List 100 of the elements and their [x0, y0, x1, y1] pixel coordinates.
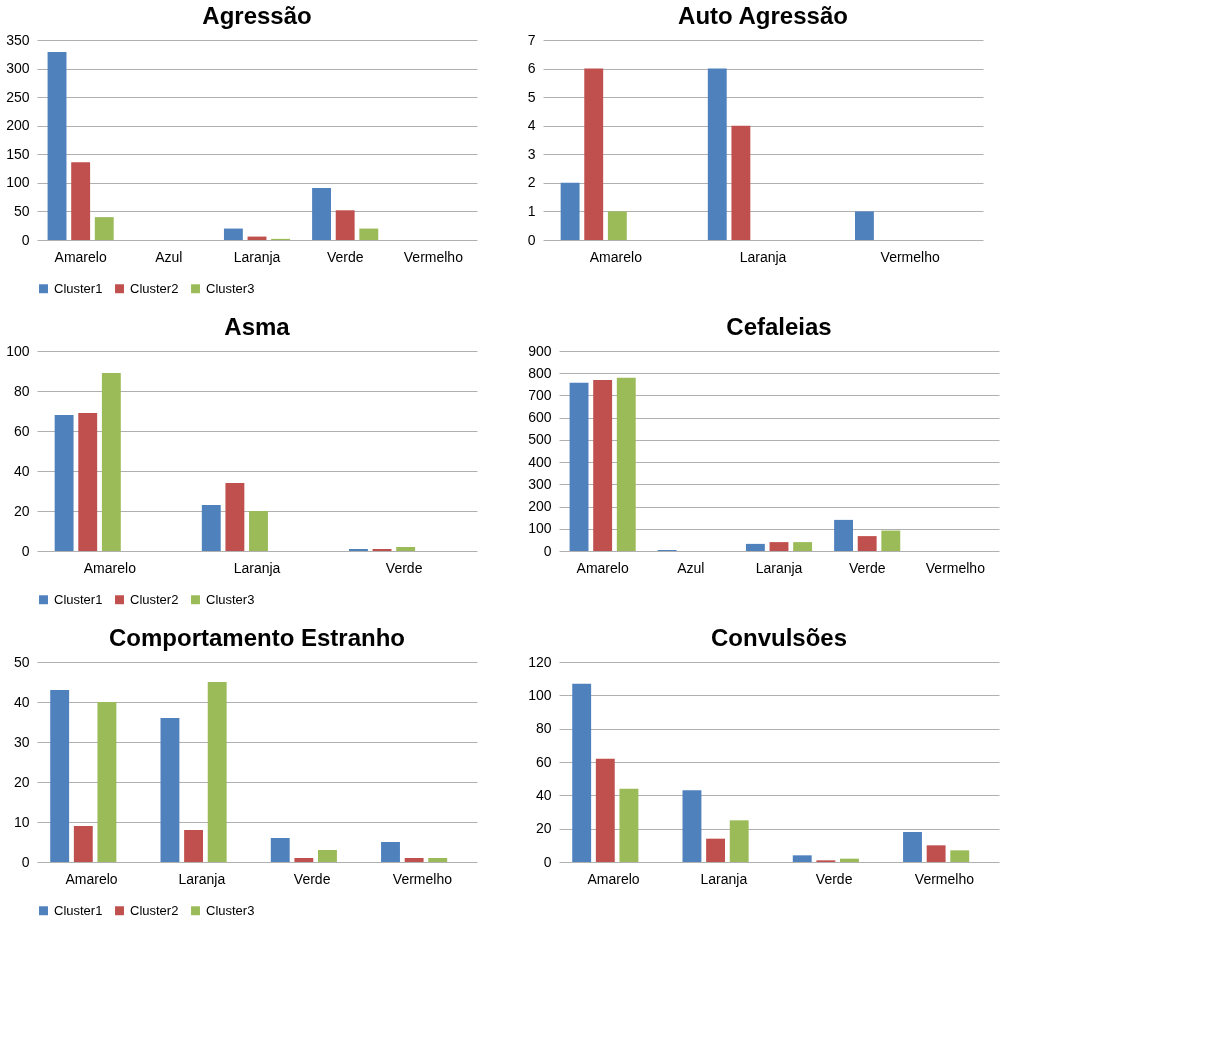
- y-tick-label: 100: [528, 686, 552, 703]
- x-tick-label: Amarelo: [587, 870, 640, 887]
- bar: [729, 820, 749, 862]
- bar: [745, 543, 765, 551]
- bar: [903, 832, 922, 862]
- x-tick-label: Verde: [326, 248, 364, 265]
- y-tick-label: 80: [535, 720, 552, 737]
- legend-label: Cluster2: [130, 591, 179, 607]
- x-tick-label: Amarelo: [589, 248, 643, 265]
- y-tick-label: 40: [13, 693, 30, 710]
- bar: [404, 858, 424, 862]
- bar: [793, 542, 813, 551]
- bar: [926, 845, 946, 862]
- legend-label: Cluster2: [130, 902, 179, 918]
- x-tick-label: Amarelo: [65, 870, 118, 887]
- y-tick-label: 7: [527, 31, 536, 48]
- bar: [569, 382, 589, 551]
- x-tick-label: Vermelho: [880, 248, 940, 265]
- x-tick-label: Vermelho: [403, 248, 464, 265]
- bar: [706, 838, 726, 862]
- legend-label: Cluster1: [54, 902, 103, 918]
- y-tick-label: 50: [13, 653, 30, 670]
- legend-label: Cluster3: [206, 591, 255, 607]
- y-tick-label: 300: [6, 60, 30, 77]
- bar: [184, 830, 204, 862]
- y-tick-label: 2: [527, 174, 536, 191]
- x-tick-label: Vermelho: [925, 559, 986, 576]
- bar: [616, 377, 636, 551]
- bar: [78, 413, 98, 551]
- bar: [201, 505, 221, 551]
- x-tick-label: Vermelho: [392, 870, 453, 887]
- bar: [101, 373, 121, 551]
- bar: [560, 182, 580, 240]
- bar: [619, 788, 639, 862]
- y-tick-label: 0: [543, 542, 552, 559]
- y-tick-label: 350: [6, 31, 30, 48]
- bar: [731, 125, 751, 240]
- y-tick-label: 40: [535, 786, 552, 803]
- bar: [682, 790, 702, 862]
- bar: [47, 52, 67, 240]
- bar: [312, 188, 332, 240]
- x-tick-label: Laranja: [700, 870, 748, 887]
- x-tick-label: Laranja: [739, 248, 787, 265]
- y-tick-label: 100: [6, 342, 30, 359]
- legend-label: Cluster1: [54, 591, 103, 607]
- x-tick-label: Verde: [293, 870, 331, 887]
- y-tick-label: 10: [13, 813, 30, 830]
- y-tick-label: 0: [543, 853, 552, 870]
- bar: [73, 826, 93, 862]
- bar: [294, 858, 314, 862]
- y-tick-label: 0: [21, 853, 30, 870]
- bar: [840, 858, 859, 862]
- bar: [359, 228, 379, 240]
- y-tick-label: 150: [6, 145, 30, 162]
- y-tick-label: 50: [13, 202, 30, 219]
- x-tick-label: Amarelo: [576, 559, 629, 576]
- y-tick-label: 20: [13, 502, 30, 519]
- x-tick-label: Amarelo: [83, 559, 137, 576]
- y-tick-label: 200: [528, 498, 552, 515]
- y-tick-label: 500: [528, 431, 552, 448]
- x-tick-label: Laranja: [755, 559, 803, 576]
- y-tick-label: 300: [528, 475, 552, 492]
- bar: [318, 850, 337, 862]
- legend-label: Cluster3: [206, 902, 255, 918]
- y-tick-label: 3: [527, 145, 536, 162]
- x-tick-label: Verde: [848, 559, 886, 576]
- y-tick-label: 0: [527, 231, 536, 248]
- legend-label: Cluster2: [130, 280, 179, 296]
- legend-label: Cluster3: [206, 280, 255, 296]
- y-tick-label: 900: [528, 342, 552, 359]
- y-tick-label: 20: [535, 820, 552, 837]
- x-tick-label: Azul: [677, 559, 705, 576]
- y-tick-label: 40: [13, 462, 30, 479]
- x-tick-label: Azul: [155, 248, 183, 265]
- y-tick-label: 1: [527, 202, 536, 219]
- bar: [335, 210, 355, 240]
- y-tick-label: 4: [527, 117, 536, 134]
- bar: [707, 68, 727, 240]
- bar: [881, 530, 901, 551]
- bar: [270, 838, 290, 862]
- bar: [854, 211, 874, 240]
- bar: [428, 858, 448, 862]
- y-tick-label: 60: [535, 753, 552, 770]
- y-tick-label: 80: [13, 382, 30, 399]
- bar: [160, 718, 180, 862]
- y-tick-label: 0: [21, 542, 30, 559]
- bar: [396, 547, 416, 551]
- y-tick-label: 120: [528, 653, 552, 670]
- x-tick-label: Verde: [815, 870, 853, 887]
- bar: [572, 683, 592, 862]
- y-tick-label: 700: [528, 386, 552, 403]
- bar: [593, 379, 613, 551]
- chart-title: Agressão: [202, 2, 312, 29]
- x-tick-label: Amarelo: [54, 248, 107, 265]
- bar: [595, 758, 615, 862]
- bar: [223, 228, 243, 240]
- bar: [950, 850, 970, 862]
- y-tick-label: 100: [6, 174, 30, 191]
- chart-title: Convulsões: [710, 624, 848, 651]
- bar: [97, 702, 117, 862]
